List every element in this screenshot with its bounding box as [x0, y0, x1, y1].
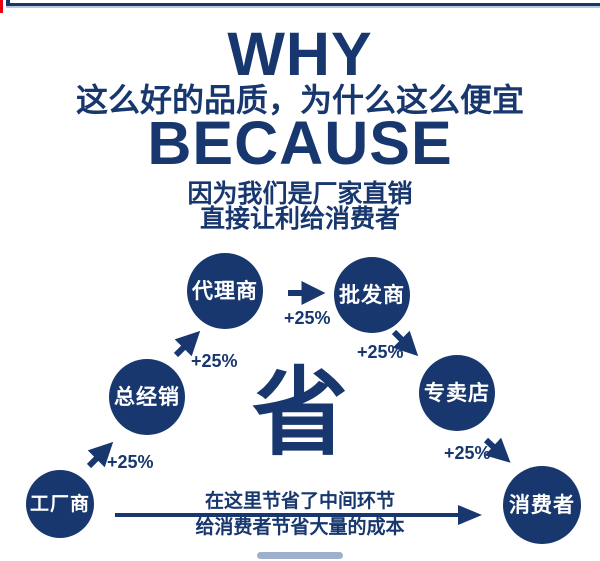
arrow-distributor-to-agent — [173, 330, 201, 358]
node-wholesaler: 批发商 — [334, 257, 410, 333]
bottom-indicator-bar — [257, 552, 343, 559]
top-frame-border-shadow — [6, 6, 600, 8]
top-frame-border — [6, 0, 600, 6]
answer-line-1: 因为我们是厂家直销 — [187, 180, 413, 208]
save-character: 省 — [252, 360, 348, 467]
node-consumer: 消费者 — [503, 466, 581, 544]
node-agent: 代理商 — [187, 253, 263, 329]
node-store: 专卖店 — [419, 355, 495, 431]
red-corner-tick — [0, 0, 3, 13]
shortcut-note-line-1: 在这里节省了中间环节 — [204, 491, 395, 512]
shortcut-note-line-2: 给消费者节省大量的成本 — [195, 517, 405, 538]
markup-label-2: +25% — [191, 351, 238, 371]
markup-label-3: +25% — [284, 308, 331, 328]
arrow-factory-to-distributor — [86, 441, 114, 469]
answer-line-2: 直接让利给消费者 — [199, 205, 400, 233]
title-because: BECAUSE — [147, 109, 453, 177]
markup-label-1: +25% — [107, 452, 154, 472]
node-factory: 工厂商 — [26, 470, 94, 538]
title-why: WHY — [227, 20, 373, 88]
markup-label-5: +25% — [444, 443, 491, 463]
node-distributor: 总经销 — [109, 359, 185, 435]
subtitle-question: 这么好的品质，为什么这么便宜 — [75, 82, 524, 118]
markup-label-4: +25% — [357, 342, 404, 362]
